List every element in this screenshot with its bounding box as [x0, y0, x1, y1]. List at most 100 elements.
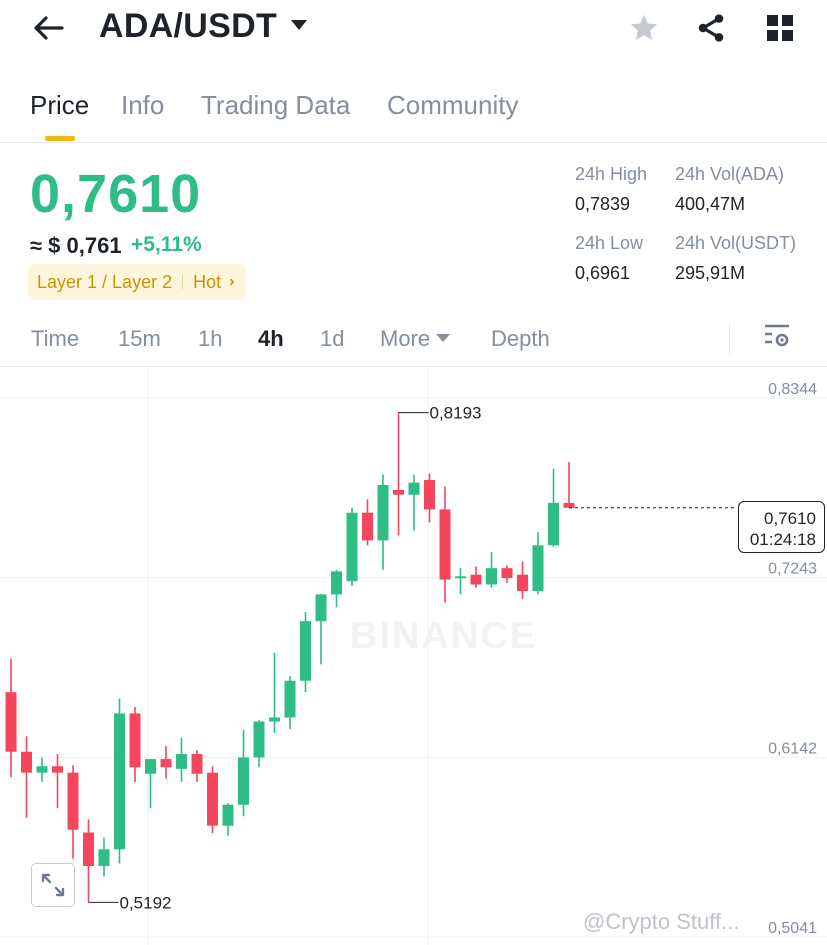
- candle-body: [129, 713, 141, 768]
- favorite-button[interactable]: [624, 8, 664, 48]
- candle: [207, 766, 218, 834]
- share-icon: [698, 14, 724, 42]
- chevron-right-icon: ›: [229, 273, 235, 290]
- tab-info[interactable]: Info: [121, 90, 165, 120]
- tag-chip[interactable]: Layer 1 / Layer 2 Hot ›: [28, 264, 247, 300]
- candle-body: [21, 751, 32, 773]
- y-tick-label: 0,7243: [768, 561, 817, 578]
- candle: [563, 462, 575, 508]
- candle: [83, 819, 94, 903]
- candle: [222, 803, 234, 836]
- fullscreen-button[interactable]: [31, 863, 75, 907]
- candle-body: [517, 574, 528, 592]
- candle-body: [377, 484, 389, 541]
- candles: [5, 412, 575, 903]
- interval-15m[interactable]: 15m: [118, 326, 161, 351]
- vol-base-value: 400,47M: [675, 194, 746, 214]
- interval-4h[interactable]: 4h: [258, 326, 284, 351]
- expand-icon: [41, 873, 65, 897]
- candle: [424, 473, 435, 523]
- image-credit: @Crypto Stuff...: [583, 909, 740, 934]
- pair-title[interactable]: ADA/USDT: [99, 7, 278, 45]
- candle: [439, 486, 451, 603]
- current-price-tag: 0,7610 01:24:18: [738, 501, 825, 553]
- tab-trading-data[interactable]: Trading Data: [201, 90, 351, 120]
- caret-down-icon[interactable]: [289, 18, 309, 37]
- candle-body: [362, 512, 373, 541]
- tag-layer[interactable]: Layer 1 / Layer 2: [37, 271, 173, 292]
- candle-body: [548, 502, 559, 546]
- y-tick-label: 0,8344: [768, 381, 817, 398]
- candle: [145, 759, 156, 809]
- candle: [393, 412, 404, 536]
- tab-price[interactable]: Price: [30, 90, 90, 120]
- caret-down-icon: [436, 334, 451, 343]
- candle-body: [563, 502, 575, 508]
- candle: [114, 698, 125, 864]
- candle-body: [501, 568, 513, 578]
- current-price-label: 0,7610: [764, 509, 816, 528]
- candle-body: [222, 804, 234, 826]
- active-tab-indicator: [45, 136, 75, 141]
- candle: [269, 652, 280, 733]
- candle: [315, 593, 327, 665]
- chart-top-divider: [0, 366, 827, 367]
- candle-body: [5, 692, 17, 752]
- candle: [486, 551, 497, 588]
- high-value: 0,7839: [575, 194, 631, 214]
- change-percent: +5,11%: [131, 233, 202, 256]
- candle: [191, 749, 203, 782]
- fiat-approx: ≈ $ 0,761: [30, 233, 122, 258]
- candle: [362, 499, 373, 546]
- arrow-left-icon: [34, 16, 64, 40]
- interval-separator: [729, 323, 730, 355]
- candle: [52, 754, 63, 809]
- high-label: 24h High: [575, 164, 648, 184]
- candle-body: [269, 717, 280, 722]
- candle-body: [470, 574, 482, 585]
- candle: [238, 729, 249, 817]
- candle: [176, 737, 187, 782]
- candle-body: [67, 772, 79, 830]
- candle-body: [52, 766, 63, 773]
- low-label: 24h Low: [575, 233, 644, 253]
- candle-body: [83, 832, 94, 866]
- candle-body: [145, 759, 156, 774]
- vol-base-label: 24h Vol(ADA): [675, 164, 785, 184]
- chart-settings-button[interactable]: [763, 322, 795, 356]
- candle-body: [424, 480, 435, 510]
- price-axis: 0,8344 0,7243 0,6142 0,5041: [768, 381, 817, 937]
- candle-body: [253, 721, 265, 758]
- candle: [455, 568, 466, 595]
- interval-more-label: More: [380, 326, 431, 351]
- back-button[interactable]: [28, 8, 68, 48]
- candle: [284, 675, 296, 730]
- tag-hot[interactable]: Hot: [193, 271, 222, 292]
- tag-separator: [182, 275, 184, 289]
- candle: [408, 474, 420, 531]
- candle-body: [191, 754, 203, 774]
- candle: [300, 612, 311, 693]
- tab-community[interactable]: Community: [387, 90, 519, 120]
- vol-quote-label: 24h Vol(USDT): [675, 233, 797, 253]
- candle-body: [532, 545, 544, 592]
- interval-1d[interactable]: 1d: [320, 326, 345, 351]
- candle: [501, 565, 513, 583]
- interval-1h[interactable]: 1h: [198, 326, 223, 351]
- candle-body: [207, 772, 218, 826]
- share-button[interactable]: [691, 8, 731, 48]
- candle: [548, 468, 559, 547]
- candle-body: [455, 576, 466, 579]
- more-menu-button[interactable]: [760, 8, 800, 48]
- candle: [532, 532, 544, 595]
- interval-more[interactable]: More: [380, 326, 451, 352]
- star-icon: [630, 14, 658, 40]
- candle: [129, 707, 141, 782]
- candle-body: [486, 568, 497, 585]
- candle-body: [176, 754, 187, 769]
- depth-tab[interactable]: Depth: [491, 326, 550, 351]
- y-tick-label: 0,5041: [768, 920, 817, 937]
- interval-time[interactable]: Time: [31, 326, 80, 351]
- candle-body: [160, 759, 172, 768]
